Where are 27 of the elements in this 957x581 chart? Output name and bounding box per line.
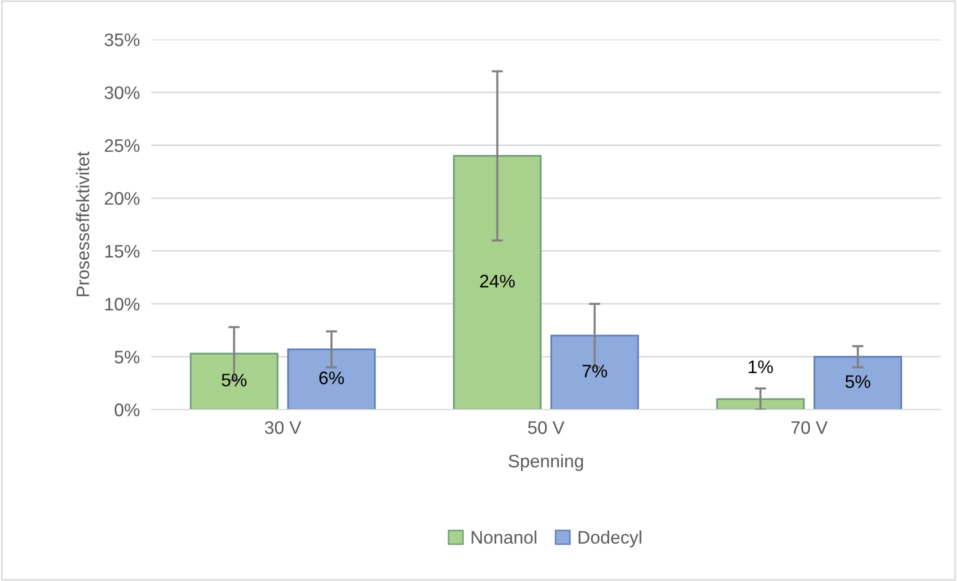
bar xyxy=(453,154,542,410)
y-tick-label: 5% xyxy=(114,350,140,364)
y-tick-label: 35% xyxy=(104,33,140,46)
y-tick-label: 10% xyxy=(105,298,140,311)
x-tick-label: 70 V xyxy=(792,421,828,434)
y-tick-label: 30% xyxy=(104,86,140,100)
bar xyxy=(287,348,376,410)
legend-label: Dodecyl xyxy=(578,530,642,548)
y-axis-title: Prosesseffektivitet xyxy=(76,152,90,296)
bar xyxy=(716,398,805,410)
data-label: 24% xyxy=(480,274,515,288)
y-tick-label: 25% xyxy=(104,139,140,152)
data-label: 5% xyxy=(222,374,247,386)
data-label: 1% xyxy=(748,360,773,374)
data-label: 6% xyxy=(319,372,344,384)
legend-label: Nonanol xyxy=(472,530,536,544)
y-tick-label: 0% xyxy=(114,404,140,416)
data-label: 5% xyxy=(846,375,870,388)
bar xyxy=(190,352,278,410)
x-tick-label: 50 V xyxy=(528,421,564,434)
data-label: 7% xyxy=(582,364,608,378)
x-tick-label: 30 V xyxy=(264,421,302,434)
y-tick-label: 15% xyxy=(105,245,140,258)
y-tick-label: 20% xyxy=(104,192,140,205)
x-axis-title: Spenning xyxy=(508,454,583,472)
bar xyxy=(814,356,902,410)
bar xyxy=(550,334,639,410)
